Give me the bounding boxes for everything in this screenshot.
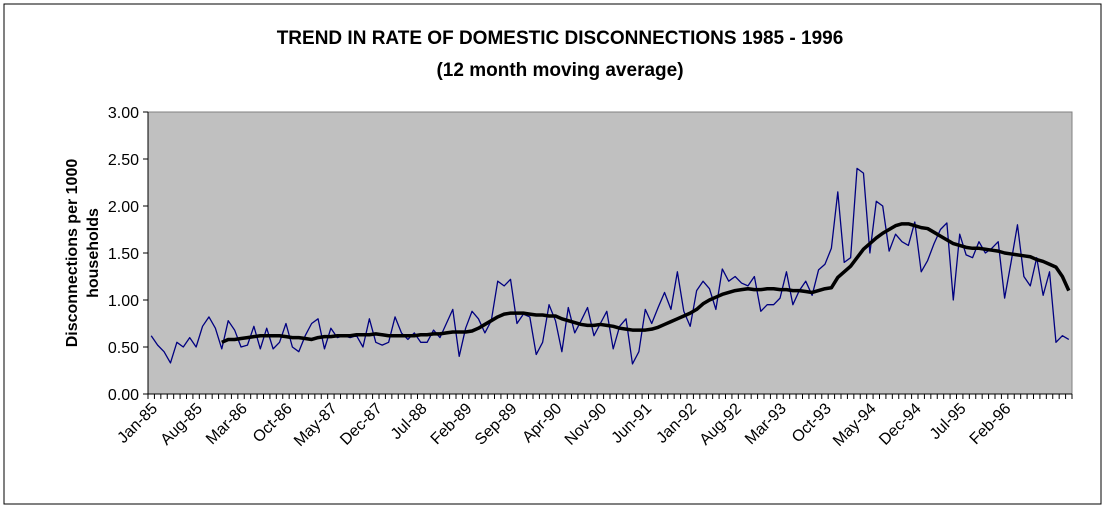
y-tick-label: 1.50 [108, 246, 139, 263]
chart-title: TREND IN RATE OF DOMESTIC DISCONNECTIONS… [277, 28, 844, 49]
y-axis-label: Disconnections per 1000 households [64, 158, 102, 348]
series-line [221, 222, 1071, 344]
y-tick-label: 0.00 [108, 387, 139, 404]
plot-area [147, 111, 1073, 395]
chart-subtitle: (12 month moving average) [436, 60, 683, 81]
y-tick-label: 3.00 [108, 105, 139, 122]
y-tick-label: 2.00 [108, 199, 139, 216]
y-tick-label: 1.00 [108, 293, 139, 310]
y-tick-label: 0.50 [108, 340, 139, 357]
y-tick-label: 2.50 [108, 152, 139, 169]
